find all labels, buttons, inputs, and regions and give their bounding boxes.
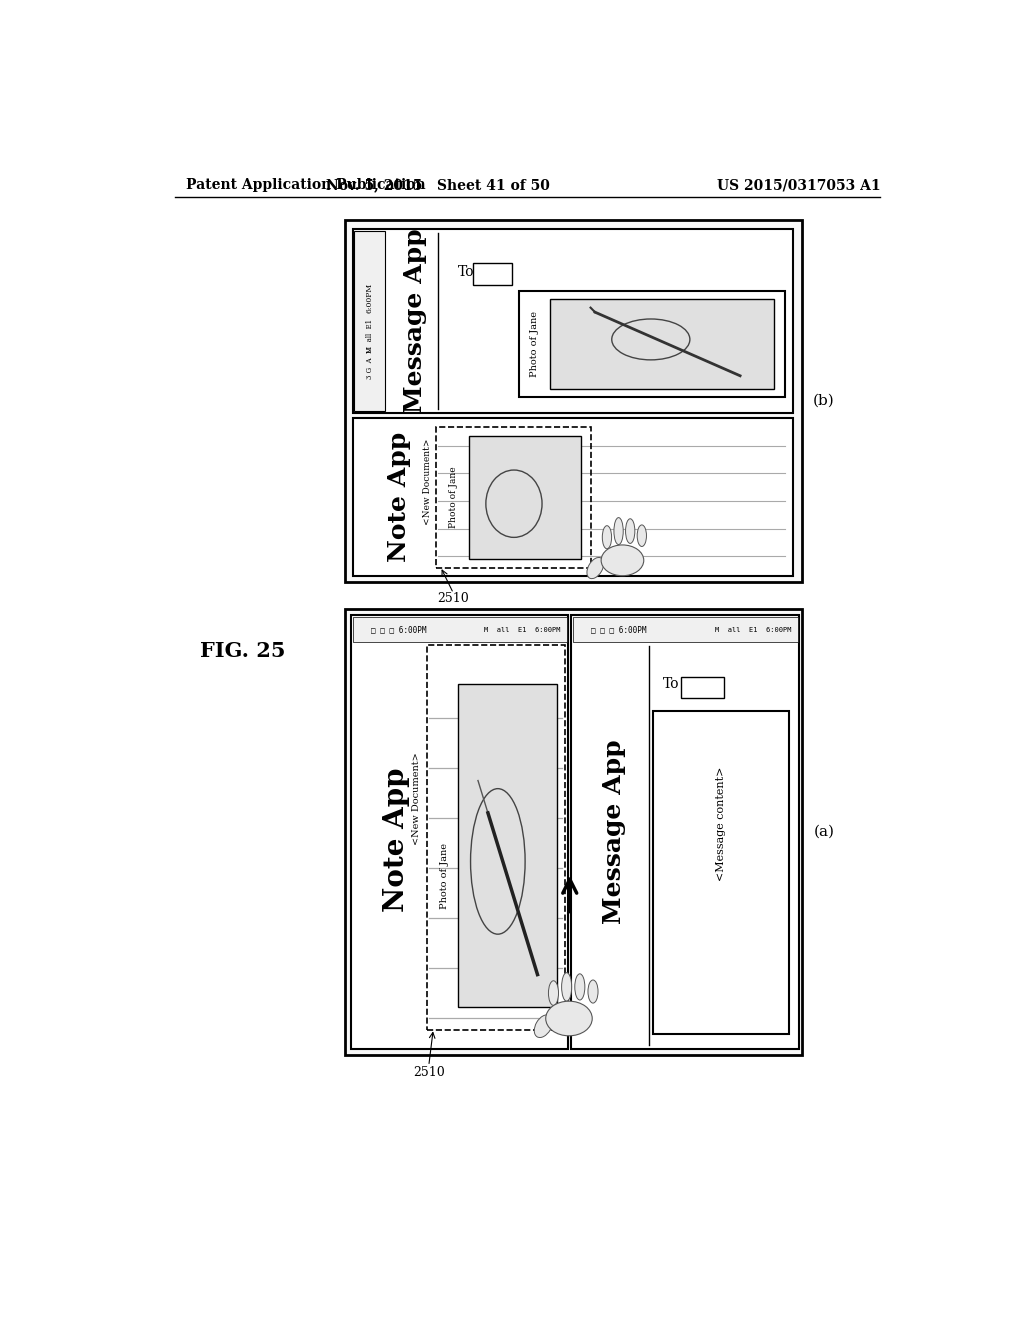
Text: □ □ □ 6:00PM: □ □ □ 6:00PM	[371, 626, 426, 634]
Ellipse shape	[588, 979, 598, 1003]
Bar	[352, 618, 566, 642]
Bar	[345, 220, 802, 582]
Ellipse shape	[601, 545, 644, 576]
Ellipse shape	[546, 1001, 592, 1036]
Bar	[352, 418, 793, 576]
Ellipse shape	[561, 973, 571, 1001]
Text: US 2015/0317053 A1: US 2015/0317053 A1	[717, 178, 881, 193]
Text: To: To	[663, 677, 679, 692]
Bar	[351, 615, 568, 1049]
Text: <Message content>: <Message content>	[716, 767, 726, 882]
Text: Note App: Note App	[387, 432, 412, 562]
Bar	[352, 230, 793, 412]
Text: M  all  E1  6:00PM: M all E1 6:00PM	[484, 627, 560, 632]
Text: 6:00PM: 6:00PM	[366, 282, 374, 313]
Text: M  all  E1  6:00PM: M all E1 6:00PM	[715, 627, 792, 632]
Text: 3 G  A  U: 3 G A U	[366, 347, 374, 379]
Text: □ □ □ 6:00PM: □ □ □ 6:00PM	[591, 626, 646, 634]
Text: Nov. 5, 2015   Sheet 41 of 50: Nov. 5, 2015 Sheet 41 of 50	[326, 178, 550, 193]
Text: Note App: Note App	[383, 768, 410, 912]
Bar	[436, 428, 592, 568]
Text: Photo of Jane: Photo of Jane	[530, 312, 540, 378]
Bar	[550, 298, 773, 389]
Text: (a): (a)	[813, 825, 835, 840]
Bar	[427, 645, 565, 1030]
Bar	[354, 231, 385, 411]
Ellipse shape	[637, 525, 646, 546]
Ellipse shape	[535, 1015, 553, 1038]
Ellipse shape	[614, 517, 624, 545]
Text: Message App: Message App	[402, 228, 427, 413]
Ellipse shape	[549, 981, 558, 1006]
Ellipse shape	[602, 525, 611, 549]
Text: Patent Application Publication: Patent Application Publication	[186, 178, 426, 193]
Ellipse shape	[626, 519, 635, 544]
Text: Message App: Message App	[602, 739, 626, 924]
Bar	[572, 618, 798, 642]
Ellipse shape	[574, 974, 585, 1001]
Bar	[345, 609, 802, 1056]
Bar	[519, 290, 785, 397]
Ellipse shape	[587, 557, 604, 578]
Text: Photo of Jane: Photo of Jane	[439, 843, 449, 909]
Text: FIG. 25: FIG. 25	[200, 642, 286, 661]
Text: Photo of Jane: Photo of Jane	[449, 467, 458, 528]
Text: To: To	[458, 264, 474, 279]
Text: <New Document>: <New Document>	[423, 440, 432, 525]
Bar	[469, 437, 582, 558]
Text: <New Document>: <New Document>	[412, 752, 421, 845]
Bar	[571, 615, 799, 1049]
Bar	[473, 263, 512, 285]
Bar	[681, 677, 724, 698]
Text: (b): (b)	[813, 393, 835, 408]
Text: 2510: 2510	[413, 1065, 444, 1078]
Text: 2510: 2510	[437, 593, 469, 606]
Text: M  all  E1: M all E1	[366, 319, 374, 354]
Bar	[458, 684, 557, 1007]
Bar	[652, 711, 790, 1034]
